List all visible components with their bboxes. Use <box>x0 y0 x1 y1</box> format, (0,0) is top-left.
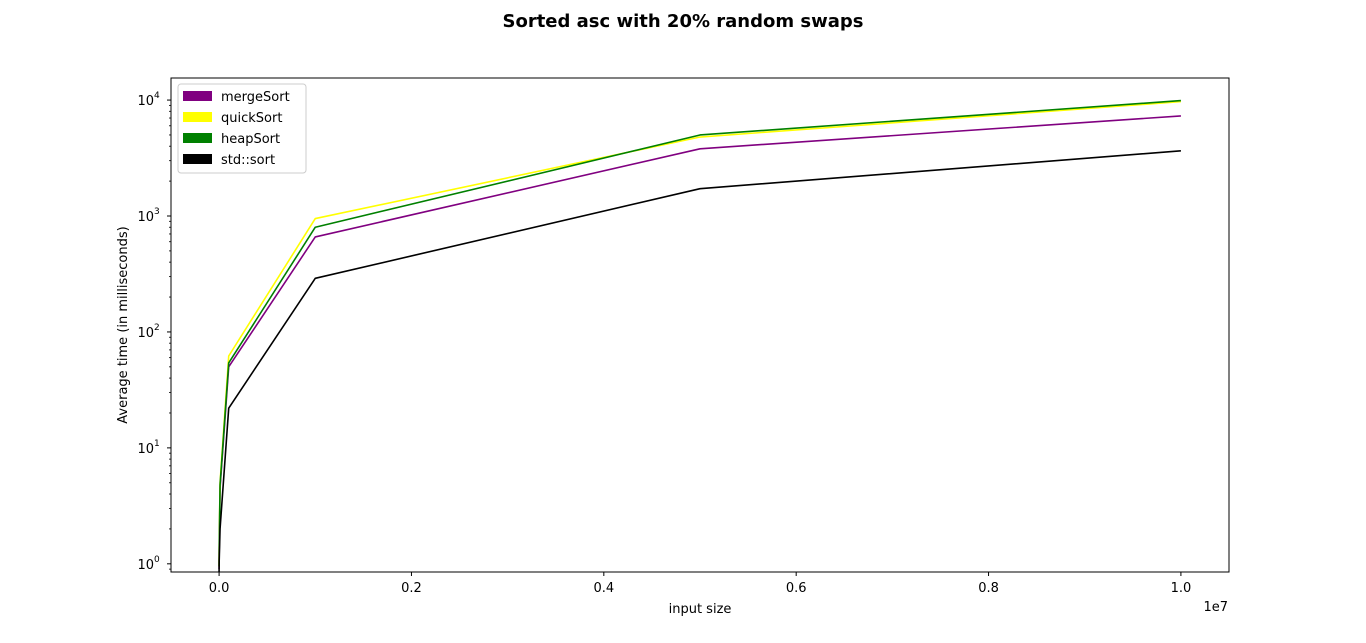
y-tick-exponent-4: 4 <box>154 91 160 101</box>
series-line-2 <box>218 99 1181 567</box>
y-tick-exponent-2: 2 <box>154 323 160 333</box>
legend-swatch-3 <box>183 154 212 164</box>
y-tick-exponent-1: 1 <box>154 439 160 449</box>
plot-area <box>218 99 1181 573</box>
series-line-3 <box>218 150 1181 573</box>
legend-swatch-0 <box>183 91 212 101</box>
x-tick-label-3: 0.6 <box>786 581 807 596</box>
series-line-1 <box>218 100 1181 567</box>
legend-label-2: heapSort <box>221 132 280 147</box>
y-tick-label-4: 10 <box>137 94 154 109</box>
legend-swatch-1 <box>183 112 212 122</box>
x-tick-label-0: 0.0 <box>209 581 230 596</box>
legend-label-1: quickSort <box>221 111 282 126</box>
y-tick-label-1: 10 <box>137 442 154 457</box>
y-tick-label-0: 10 <box>137 558 154 573</box>
x-tick-label-4: 0.8 <box>978 581 999 596</box>
y-tick-label-2: 10 <box>137 326 154 341</box>
x-tick-label-5: 1.0 <box>1171 581 1192 596</box>
y-tick-exponent-3: 3 <box>154 207 160 217</box>
legend-label-3: std::sort <box>221 153 275 168</box>
plot-frame <box>170 77 1230 573</box>
y-tick-exponent-0: 0 <box>154 555 160 565</box>
x-tick-label-1: 0.2 <box>401 581 422 596</box>
legend-swatch-2 <box>183 133 212 143</box>
y-axis-label: Average time (in milliseconds) <box>116 226 131 423</box>
legend-frame <box>177 83 307 174</box>
series-line-0 <box>218 115 1181 570</box>
x-tick-label-2: 0.4 <box>593 581 614 596</box>
x-axis-label: input size <box>669 602 732 617</box>
legend-label-0: mergeSort <box>221 90 290 105</box>
y-tick-label-3: 10 <box>137 210 154 225</box>
chart-title: Sorted asc with 20% random swaps <box>502 11 863 32</box>
x-axis-offset-label: 1e7 <box>1203 600 1228 615</box>
